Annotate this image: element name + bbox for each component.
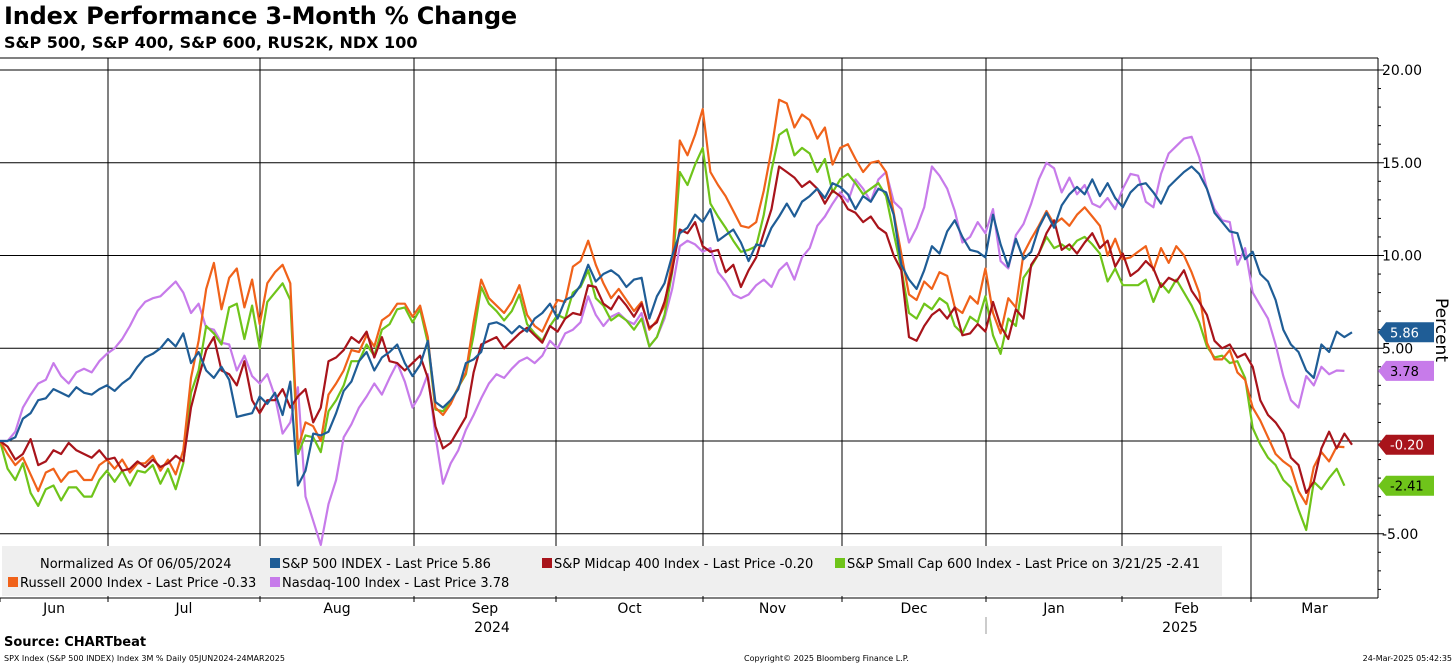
legend-swatch xyxy=(542,558,552,568)
legend-panel: Normalized As Of 06/05/2024 S&P 500 INDEX… xyxy=(2,546,1222,596)
x-tick-label-jul: Jul xyxy=(175,601,193,617)
x-tick-label-nov: Nov xyxy=(759,601,786,617)
legend-swatch xyxy=(8,577,18,587)
badge-shape xyxy=(1378,475,1434,496)
badge-shape xyxy=(1378,322,1434,343)
year-label-2024: 2024 xyxy=(474,620,510,634)
last-value-badges: 5.86 3.78 -0.20 -2.41 xyxy=(1378,322,1434,496)
y-axis-label: Percent xyxy=(1431,298,1451,362)
last-value-badge: -0.20 xyxy=(1378,434,1434,455)
x-tick-label-jun: Jun xyxy=(42,601,65,617)
badge-shape xyxy=(1378,360,1434,381)
legend-entry: Russell 2000 Index - Last Price -0.33 xyxy=(20,576,256,591)
last-value-badge: -2.41 xyxy=(1378,475,1434,496)
y-tick-label: 20.00 xyxy=(1382,63,1422,79)
y-tick-label: 15.00 xyxy=(1382,156,1422,172)
legend-entry: S&P Midcap 400 Index - Last Price -0.20 xyxy=(554,557,813,572)
y-tick-label: -5.00 xyxy=(1382,527,1418,543)
last-value-badge: 5.86 xyxy=(1378,322,1434,343)
series-layer xyxy=(0,98,1353,547)
badge-value: 5.86 xyxy=(1390,326,1419,341)
x-tick-label-feb: Feb xyxy=(1174,601,1199,617)
source-note: Source: CHARTbeat xyxy=(4,635,147,650)
legend-entry: S&P 500 INDEX - Last Price 5.86 xyxy=(282,557,491,572)
series-line-0 xyxy=(0,165,1353,487)
legend-swatch xyxy=(270,577,280,587)
badge-shape xyxy=(1378,434,1434,455)
series-line-4 xyxy=(0,135,1345,547)
legend-entry: S&P Small Cap 600 Index - Last Price on … xyxy=(847,557,1200,572)
year-label-2025: 2025 xyxy=(1162,620,1198,634)
y-tick-label: 10.00 xyxy=(1382,249,1422,265)
y-tick-label: 5.00 xyxy=(1382,341,1413,357)
page-subtitle: S&P 500, S&P 400, S&P 600, RUS2K, NDX 10… xyxy=(4,33,418,52)
x-tick-label-aug: Aug xyxy=(323,601,350,617)
badge-value: -0.20 xyxy=(1390,439,1424,454)
series-line-3 xyxy=(0,98,1345,506)
chart-grid xyxy=(0,57,1379,599)
badge-value: 3.78 xyxy=(1390,365,1419,380)
legend-swatch xyxy=(835,558,845,568)
legend-entry: Nasdaq-100 Index - Last Price 3.78 xyxy=(282,576,509,591)
last-value-badge: 3.78 xyxy=(1378,360,1434,381)
legend-header: Normalized As Of 06/05/2024 xyxy=(40,557,232,572)
legend-swatch xyxy=(270,558,280,568)
legend-background xyxy=(2,546,1222,596)
footer-copyright: Copyright© 2025 Bloomberg Finance L.P. xyxy=(744,654,909,663)
x-tick-label-dec: Dec xyxy=(900,601,927,617)
badge-value: -2.41 xyxy=(1390,480,1424,495)
footer-timestamp: 24-Mar-2025 05:42:35 xyxy=(1362,654,1452,663)
page-title: Index Performance 3-Month % Change xyxy=(4,2,517,30)
x-tick-label-jan: Jan xyxy=(1042,601,1065,617)
axis-layer: -5.00 5.00 10.00 15.00 20.00 Jun Jul Aug Sep Oct N… xyxy=(0,63,1451,634)
footer-left-note: SPX Index (S&P 500 INDEX) Index 3M % Dai… xyxy=(4,654,285,663)
line-chart: Normalized As Of 06/05/2024 S&P 500 INDEX… xyxy=(0,57,1451,634)
x-tick-label-oct: Oct xyxy=(617,601,642,617)
x-tick-label-sep: Sep xyxy=(472,601,499,617)
x-tick-label-mar: Mar xyxy=(1301,601,1328,617)
